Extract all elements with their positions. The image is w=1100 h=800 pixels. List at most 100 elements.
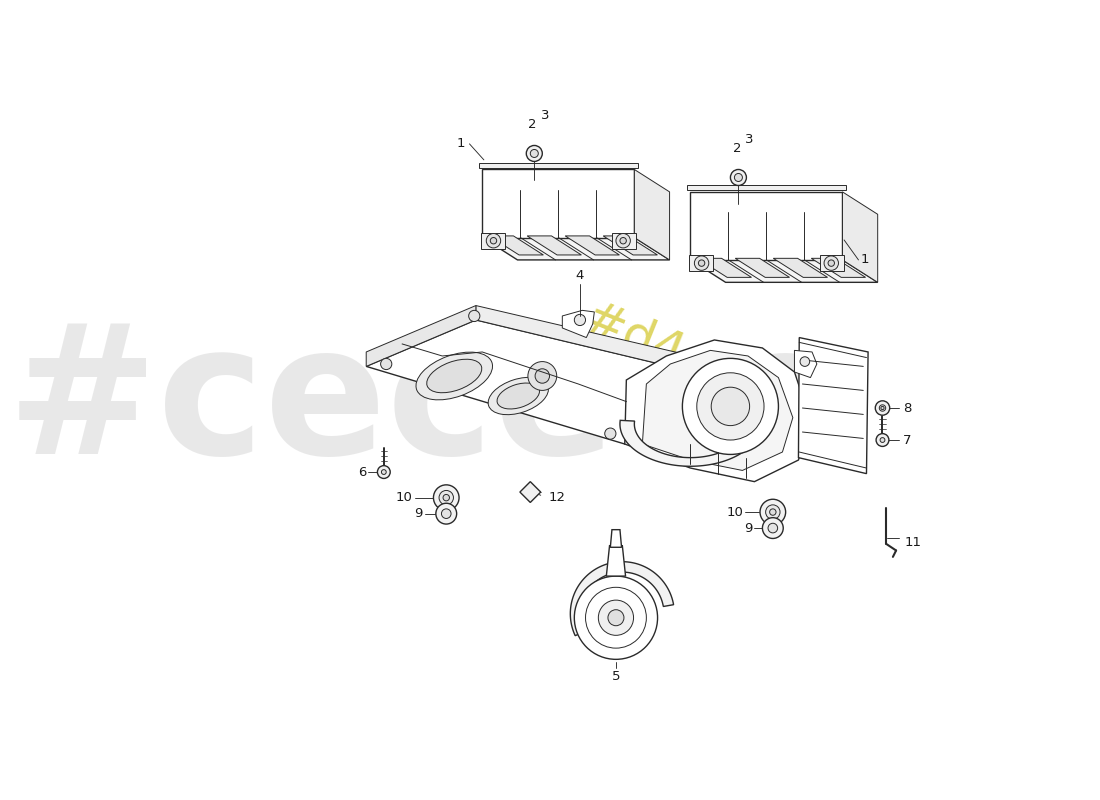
Polygon shape — [735, 258, 790, 278]
Polygon shape — [620, 420, 761, 466]
Polygon shape — [490, 236, 543, 255]
Ellipse shape — [427, 359, 482, 393]
Polygon shape — [481, 233, 505, 249]
Circle shape — [381, 358, 392, 370]
Circle shape — [682, 358, 779, 454]
Text: #cecece: #cecece — [7, 316, 846, 492]
Polygon shape — [570, 562, 673, 636]
Circle shape — [574, 314, 585, 326]
Text: 9: 9 — [414, 507, 422, 520]
Circle shape — [735, 174, 743, 182]
Circle shape — [382, 470, 386, 474]
Circle shape — [698, 260, 705, 266]
Text: 10: 10 — [396, 491, 412, 504]
Polygon shape — [610, 530, 621, 547]
Text: 10: 10 — [726, 506, 744, 518]
Circle shape — [824, 256, 838, 270]
Circle shape — [469, 310, 480, 322]
Circle shape — [530, 150, 538, 158]
Circle shape — [828, 260, 835, 266]
Circle shape — [694, 256, 708, 270]
Polygon shape — [821, 255, 844, 271]
Text: 1: 1 — [860, 254, 869, 266]
Circle shape — [766, 505, 780, 519]
Polygon shape — [480, 163, 638, 168]
Polygon shape — [812, 258, 866, 278]
Circle shape — [881, 406, 884, 410]
Text: 5: 5 — [612, 670, 620, 682]
Text: 4: 4 — [575, 270, 584, 282]
Polygon shape — [366, 320, 737, 444]
Polygon shape — [773, 258, 827, 278]
Circle shape — [526, 146, 542, 162]
Circle shape — [605, 428, 616, 439]
Circle shape — [598, 600, 634, 635]
Circle shape — [436, 503, 456, 524]
Circle shape — [712, 387, 749, 426]
Polygon shape — [520, 482, 541, 502]
Circle shape — [616, 234, 630, 248]
Circle shape — [800, 357, 810, 366]
Text: 6: 6 — [358, 466, 366, 478]
Polygon shape — [606, 546, 626, 576]
Polygon shape — [635, 170, 670, 260]
Polygon shape — [612, 233, 636, 249]
Circle shape — [760, 499, 785, 525]
Ellipse shape — [497, 383, 539, 409]
Text: 8: 8 — [903, 402, 912, 414]
Circle shape — [876, 434, 889, 446]
Circle shape — [491, 238, 497, 244]
Text: 2: 2 — [733, 142, 741, 155]
Polygon shape — [565, 236, 619, 255]
Circle shape — [433, 485, 459, 510]
Text: #d4c832: #d4c832 — [575, 295, 805, 425]
Circle shape — [696, 373, 764, 440]
Text: 3: 3 — [541, 109, 550, 122]
Ellipse shape — [488, 378, 549, 414]
Polygon shape — [625, 340, 811, 482]
Ellipse shape — [416, 352, 493, 400]
Text: 1: 1 — [456, 138, 465, 150]
Text: 12: 12 — [549, 491, 565, 504]
Circle shape — [443, 494, 450, 501]
Polygon shape — [799, 338, 868, 474]
Circle shape — [730, 170, 747, 186]
Polygon shape — [366, 306, 476, 366]
Circle shape — [585, 587, 647, 648]
Polygon shape — [482, 170, 635, 238]
Text: 9: 9 — [745, 522, 752, 534]
Circle shape — [535, 369, 550, 383]
Polygon shape — [476, 306, 737, 382]
Text: 11: 11 — [905, 536, 922, 549]
Polygon shape — [562, 310, 594, 338]
Text: 3: 3 — [746, 133, 754, 146]
Circle shape — [703, 370, 714, 382]
Polygon shape — [527, 236, 582, 255]
Circle shape — [620, 238, 626, 244]
Polygon shape — [642, 350, 793, 470]
Polygon shape — [794, 350, 817, 378]
Circle shape — [574, 576, 658, 659]
Text: 2: 2 — [528, 118, 537, 131]
Circle shape — [876, 401, 890, 415]
Text: 7: 7 — [903, 434, 912, 446]
Circle shape — [879, 405, 886, 411]
Circle shape — [770, 509, 776, 515]
Polygon shape — [603, 236, 658, 255]
Polygon shape — [843, 192, 878, 282]
Circle shape — [880, 438, 884, 442]
Polygon shape — [691, 192, 843, 260]
Polygon shape — [482, 238, 670, 260]
Circle shape — [486, 234, 500, 248]
Circle shape — [439, 490, 453, 505]
Polygon shape — [697, 258, 751, 278]
Circle shape — [441, 509, 451, 518]
Polygon shape — [689, 255, 713, 271]
Circle shape — [608, 610, 624, 626]
Circle shape — [762, 518, 783, 538]
Circle shape — [768, 523, 778, 533]
Polygon shape — [691, 260, 878, 282]
Circle shape — [528, 362, 557, 390]
Circle shape — [377, 466, 390, 478]
Polygon shape — [688, 186, 846, 190]
